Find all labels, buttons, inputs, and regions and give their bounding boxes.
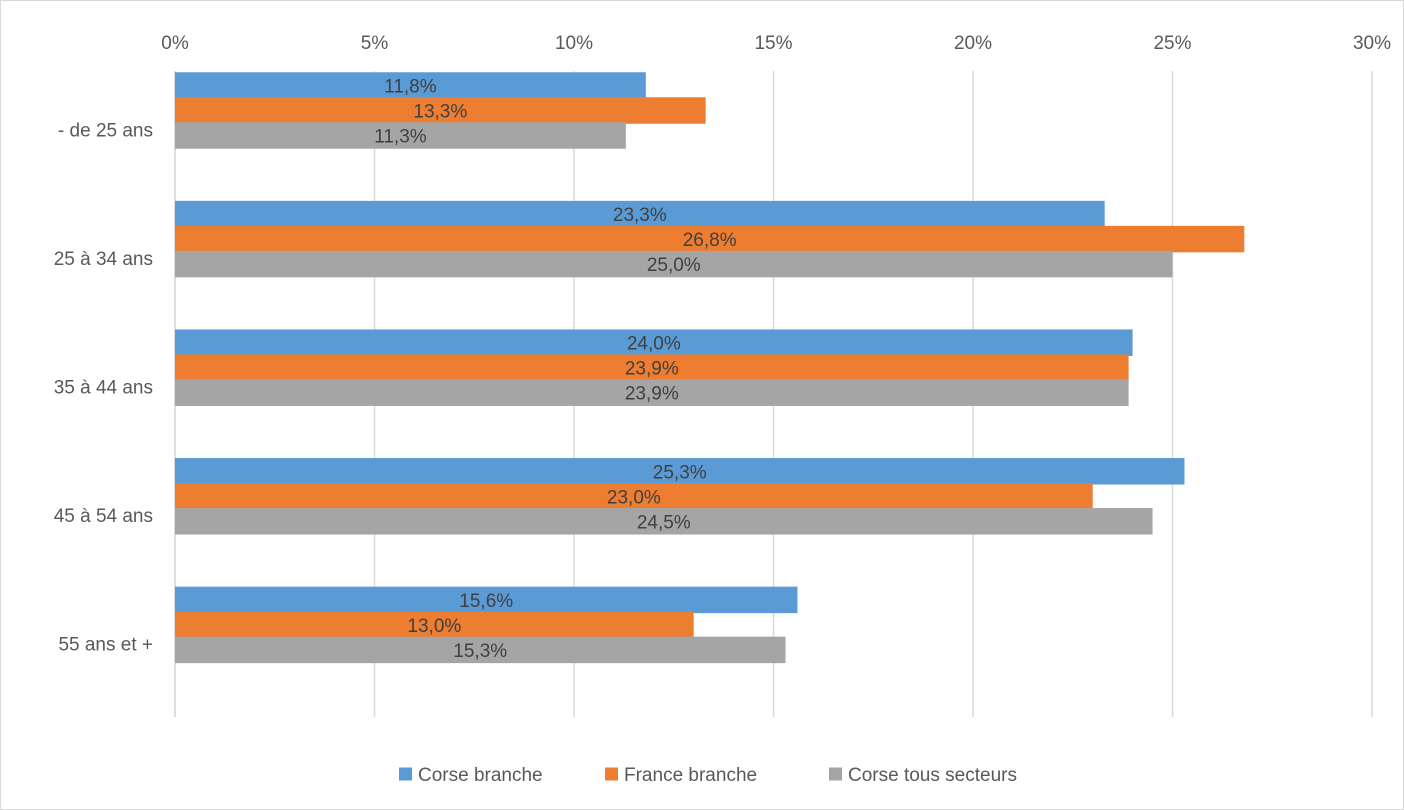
data-label-corse-tous-secteurs: 15,3% xyxy=(453,641,507,662)
data-label-corse-tous-secteurs: 25,0% xyxy=(647,255,701,276)
bar-france-branche xyxy=(175,611,694,639)
bar-corse-branche xyxy=(175,72,646,99)
legend-swatch-corse-branche xyxy=(399,767,412,781)
bar-corse-tous-secteurs xyxy=(175,122,626,149)
bar-corse-branche xyxy=(175,329,1133,356)
data-label-france-branche: 13,0% xyxy=(407,616,461,637)
category-label: 45 à 54 ans xyxy=(54,506,153,527)
x-tick-label: 0% xyxy=(161,33,189,54)
category-label: 35 à 44 ans xyxy=(54,378,153,399)
bar-corse-tous-secteurs xyxy=(175,379,1129,406)
x-tick-label: 25% xyxy=(1153,33,1191,54)
data-label-corse-branche: 24,0% xyxy=(627,334,681,355)
data-label-france-branche: 26,8% xyxy=(683,230,737,251)
data-label-france-branche: 23,9% xyxy=(625,359,679,380)
category-label: 55 ans et + xyxy=(58,635,153,656)
bar-corse-tous-secteurs xyxy=(175,250,1173,278)
bar-corse-tous-secteurs xyxy=(175,636,786,664)
category-label: - de 25 ans xyxy=(58,120,153,141)
bars: 11,8% 13,3% 11,3% 23,3% 26,8% 25,0% 24,0% 23,9%… xyxy=(175,72,1245,664)
category-label: 25 à 34 ans xyxy=(54,249,153,270)
x-tick-label: 10% xyxy=(555,33,593,54)
bar-corse-tous-secteurs xyxy=(175,508,1153,535)
bar-france-branche xyxy=(175,225,1245,253)
legend-swatch-france-branche xyxy=(605,767,618,781)
bar-corse-branche xyxy=(175,200,1105,228)
data-label-corse-tous-secteurs: 11,3% xyxy=(374,127,427,148)
x-tick-label: 15% xyxy=(754,33,792,54)
bar-corse-branche xyxy=(175,586,798,614)
bar-france-branche xyxy=(175,97,706,124)
data-label-corse-branche: 15,6% xyxy=(459,591,513,612)
data-label-france-branche: 23,0% xyxy=(607,487,661,508)
data-label-corse-branche: 11,8% xyxy=(384,77,437,98)
legend-label-corse-tous-secteurs: Corse tous secteurs xyxy=(848,765,1017,786)
x-axis-ticks: 0% 5% 10% 15% 20% 25% 30% xyxy=(161,33,1391,54)
x-tick-label: 5% xyxy=(361,33,389,54)
legend-swatch-corse-tous-secteurs xyxy=(829,767,842,781)
data-label-corse-branche: 25,3% xyxy=(653,462,707,483)
data-label-corse-tous-secteurs: 24,5% xyxy=(637,512,691,533)
bar-france-branche xyxy=(175,354,1129,381)
bar-corse-branche xyxy=(175,458,1185,485)
legend: Corse branche France branche Corse tous se… xyxy=(399,765,1017,786)
legend-label-france-branche: France branche xyxy=(624,765,757,786)
data-label-corse-branche: 23,3% xyxy=(613,205,667,226)
x-tick-label: 30% xyxy=(1353,33,1391,54)
category-labels: - de 25 ans 25 à 34 ans 35 à 44 ans 45 à 54… xyxy=(54,120,153,655)
data-label-france-branche: 13,3% xyxy=(413,102,467,123)
data-label-corse-tous-secteurs: 23,9% xyxy=(625,384,679,405)
bar-france-branche xyxy=(175,483,1093,510)
x-tick-label: 20% xyxy=(954,33,992,54)
legend-label-corse-branche: Corse branche xyxy=(418,765,543,786)
